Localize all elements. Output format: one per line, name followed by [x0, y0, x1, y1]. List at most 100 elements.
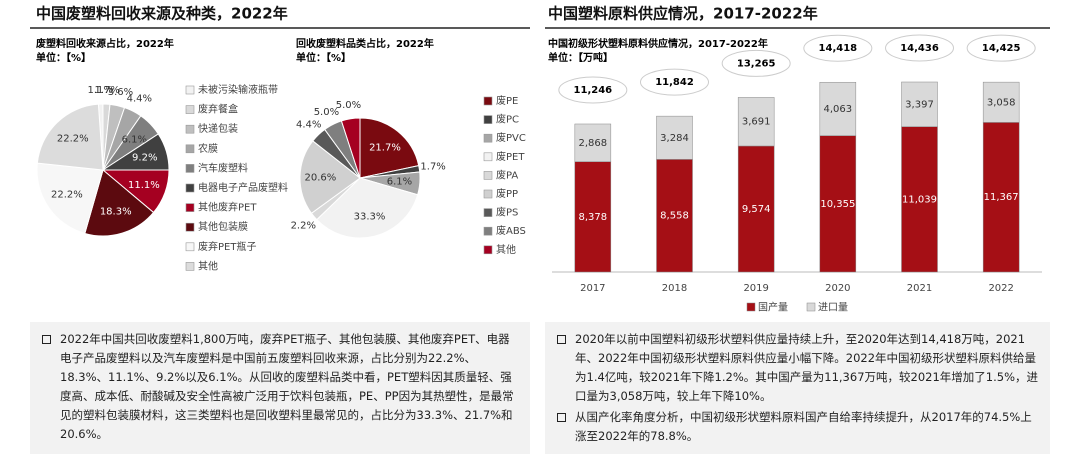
legend-label: 汽车废塑料	[198, 161, 248, 174]
total-bubble	[640, 68, 709, 96]
data-label: 2.2%	[291, 221, 316, 232]
note-box: 2022年中国共回收废塑料1,800万吨，废弃PET瓶子、其他包装膜、其他废弃P…	[30, 322, 530, 454]
legend-label: 其他	[198, 259, 218, 272]
data-label: 18.3%	[100, 207, 132, 218]
total-bubble	[966, 34, 1036, 62]
legend-swatch	[185, 85, 195, 95]
data-label: 33.3%	[354, 211, 386, 222]
legend-swatch	[185, 242, 195, 252]
legend-label: 未被污染输液瓶带	[198, 83, 278, 96]
note: 2022年中国共回收废塑料1,800万吨，废弃PET瓶子、其他包装膜、其他废弃P…	[42, 330, 518, 444]
legend-swatch	[806, 302, 816, 312]
legend-label: 废弃餐盒	[198, 103, 238, 116]
legend-label: 进口量	[818, 302, 848, 314]
legend-label: 废PC	[496, 113, 519, 126]
section-title: 中国废塑料回收来源及种类，2022年	[36, 5, 288, 23]
data-label: 5.0%	[336, 100, 361, 111]
data-label: 3.6%	[108, 87, 133, 98]
bar-segment	[574, 161, 612, 273]
total-bubble	[721, 49, 791, 77]
bar-segment	[819, 81, 857, 136]
legend-swatch	[185, 144, 195, 154]
pie-slice	[36, 162, 104, 235]
pie-slice	[316, 177, 419, 239]
note-box: 2020年以前中国塑料初级形状塑料供应量持续上升，至2020年达到14,418万…	[545, 322, 1050, 454]
pie-slice	[359, 117, 420, 179]
bar-segment	[737, 145, 775, 273]
data-label: 10,355	[820, 199, 855, 210]
total-label: 13,265	[737, 58, 776, 69]
legend-label: 国产量	[758, 301, 788, 314]
data-label: 11.1%	[128, 180, 160, 191]
x-tick-label: 2018	[662, 283, 687, 294]
legend-swatch	[483, 245, 493, 255]
total-label: 11,842	[655, 77, 694, 88]
legend-label: 废PE	[496, 94, 518, 107]
data-label: 8,558	[660, 211, 689, 222]
legend-swatch	[185, 105, 195, 114]
legend-label: 快递包装	[198, 122, 238, 135]
bar-segment	[656, 159, 693, 273]
bar-segment	[656, 115, 693, 160]
data-label: 11,039	[902, 194, 937, 205]
chart-title: 中国初级形状塑料原料供应情况，2017-2022年	[548, 37, 768, 50]
legend-swatch	[483, 171, 493, 180]
total-label: 14,418	[819, 43, 858, 54]
legend-label: 废PET	[496, 150, 525, 163]
data-label: 8,378	[579, 212, 608, 223]
bar-segment	[574, 123, 612, 162]
legend-swatch	[483, 96, 493, 106]
legend-swatch	[185, 203, 195, 212]
legend-label: 电器电子产品废塑料	[198, 181, 288, 194]
legend-label: 废弃PET瓶子	[198, 240, 256, 253]
note: 从国产化率角度分析，中国初级形状塑料原料国产自给率持续提升，从2017年的74.…	[557, 408, 1038, 446]
chart-subtitle: 单位：【万吨】	[548, 51, 613, 64]
data-label: 6.1%	[387, 177, 412, 188]
legend-swatch	[483, 115, 493, 124]
legend-label: 其他废弃PET	[198, 201, 257, 214]
bar-segment	[901, 81, 938, 127]
pie-slice	[36, 103, 104, 171]
bar-segment	[737, 97, 775, 147]
data-label: 3,058	[987, 97, 1016, 108]
data-label: 1.7%	[95, 85, 120, 96]
data-label: 22.2%	[51, 189, 83, 200]
legend-swatch	[185, 124, 195, 134]
data-label: 6.1%	[122, 135, 147, 146]
legend-swatch	[483, 133, 493, 143]
x-tick-label: 2019	[743, 283, 768, 294]
bar-segment	[982, 122, 1020, 273]
pie-slice	[84, 169, 155, 237]
x-tick-label: 2022	[988, 283, 1013, 294]
data-label: 2,868	[579, 138, 608, 149]
data-label: 22.2%	[57, 134, 89, 145]
legend-label: 废PS	[496, 206, 518, 219]
data-label: 21.7%	[369, 142, 401, 153]
legend-swatch	[746, 302, 756, 312]
data-label: 5.0%	[314, 107, 339, 118]
legend-swatch	[185, 262, 195, 271]
legend-swatch	[483, 189, 493, 199]
legend-swatch	[185, 164, 195, 173]
chart-subtitle: 单位：【%】	[296, 51, 351, 64]
data-label: 4,063	[824, 104, 853, 115]
total-label: 14,425	[982, 43, 1021, 54]
bar-segment	[901, 126, 938, 273]
data-label: 11,367	[984, 192, 1019, 203]
x-tick-label: 2021	[907, 283, 932, 294]
total-bubble	[885, 34, 954, 62]
legend-swatch	[185, 183, 195, 193]
chart-title: 废塑料回收来源占比，2022年	[36, 37, 174, 50]
pie-slice	[340, 117, 361, 179]
data-label: 20.6%	[305, 172, 337, 183]
legend-swatch	[483, 226, 493, 236]
data-label: 3,284	[660, 133, 689, 144]
data-label: 9.2%	[132, 153, 157, 164]
legend-swatch	[483, 208, 493, 217]
data-label: 3,397	[905, 99, 934, 110]
data-label: 1.1%	[87, 85, 112, 96]
total-label: 11,246	[574, 85, 613, 96]
note: 2020年以前中国塑料初级形状塑料供应量持续上升，至2020年达到14,418万…	[557, 330, 1038, 406]
